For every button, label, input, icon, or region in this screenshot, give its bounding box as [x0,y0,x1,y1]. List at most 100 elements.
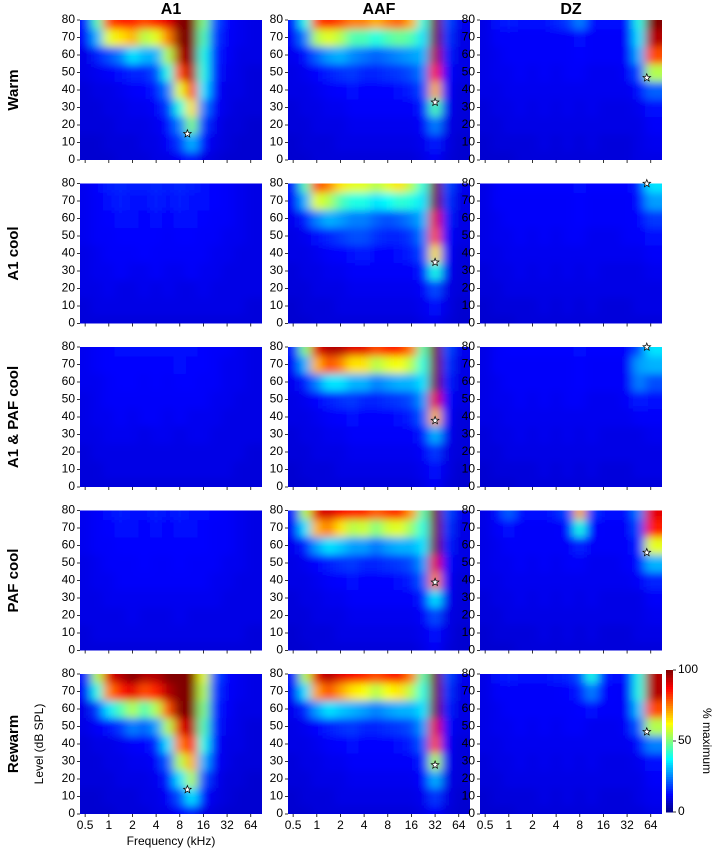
heatmap-cell [299,116,312,135]
y-tick-label: 80 [62,176,76,190]
heatmap-cell [150,770,163,789]
heatmap-cell [334,606,347,625]
heatmap-cell [480,183,492,193]
heatmap-cell [80,554,92,573]
heatmap-cell [221,787,234,806]
heatmap-cell [288,133,300,152]
heatmap-cell [244,682,262,701]
heatmap-cell [91,425,104,444]
heatmap-cell [393,752,406,771]
y-tick-label: 10 [270,298,284,312]
heatmap-cell [185,63,198,82]
heatmap-cell [102,425,116,444]
heatmap-cell [609,244,622,263]
heatmap-cell [80,589,92,608]
heatmap-cell [91,805,104,814]
heatmap-cell [585,390,598,409]
y-tick-label: 60 [270,538,284,552]
y-tick-label: 50 [462,228,476,242]
heatmap [288,20,470,160]
heatmap-cell [334,674,347,684]
heatmap-cell [80,805,92,814]
y-tick-label: 60 [62,47,76,61]
heatmap-cell [138,700,151,719]
y-tick-label: 40 [62,82,76,96]
y-tick-label: 20 [270,281,284,295]
x-tick-label: 16 [597,818,611,832]
heatmap-cell [370,460,383,479]
heatmap-cell [114,151,127,160]
heatmap-cell [597,510,610,520]
heatmap-cell [491,425,504,444]
heatmap-cell [538,682,551,701]
heatmap-cell [288,682,300,701]
heatmap-cell [538,373,551,392]
heatmap-cell [221,314,234,324]
heatmap-cell [491,519,504,538]
heatmap-cell [491,408,504,427]
heatmap-cell [358,510,371,520]
heatmap-cell [358,554,371,573]
heatmap-cell [644,297,662,316]
heatmap-cell [405,536,418,555]
heatmap-cell [491,279,504,298]
heatmap-cell [417,227,430,246]
heatmap-cell [150,460,163,479]
heatmap-cell [491,355,504,374]
heatmap-cell [173,700,187,719]
heatmap-cell [585,183,598,193]
heatmap-cell [358,571,371,590]
heatmap-cell [358,443,371,462]
heatmap-cell [346,133,359,152]
heatmap-cell [441,244,454,263]
heatmap-cell [173,606,187,625]
heatmap-cell [358,63,371,82]
heatmap-cell [441,297,454,316]
heatmap-cell [288,770,300,789]
heatmap-cell [633,425,646,444]
heatmap-cell [573,81,587,100]
heatmap-cell [162,408,175,427]
y-tick-label: 30 [462,590,476,604]
heatmap-cell [597,183,610,193]
panel [480,183,662,324]
heatmap-cell [209,297,222,316]
heatmap-cell [288,209,300,228]
heatmap-cell [381,133,395,152]
heatmap-cell [609,425,622,444]
heatmap-cell [162,46,175,65]
heatmap-cell [185,606,198,625]
heatmap-cell [197,192,210,211]
heatmap-cell [185,536,198,555]
heatmap-cell [381,46,395,65]
heatmap-cell [526,805,539,814]
heatmap-cell [346,478,359,487]
heatmap-cell [491,297,504,316]
heatmap-cell [299,279,312,298]
heatmap-cell [185,443,198,462]
heatmap-cell [538,770,551,789]
heatmap-cell [126,297,139,316]
heatmap-cell [514,227,527,246]
heatmap-cell [417,63,430,82]
heatmap-cell [585,510,598,520]
heatmap-cell [538,478,551,487]
heatmap-cell [197,390,210,409]
y-tick-label: 10 [62,462,76,476]
heatmap-cell [452,425,470,444]
heatmap-cell [609,589,622,608]
heatmap-cell [244,98,262,117]
heatmap-cell [452,373,470,392]
heatmap-cell [597,460,610,479]
heatmap-cell [244,279,262,298]
heatmap-cell [114,297,127,316]
heatmap-cell [322,641,335,651]
heatmap-cell [233,717,246,736]
heatmap-cell [310,28,324,47]
heatmap-cell [585,674,598,684]
heatmap-cell [346,805,359,814]
y-tick-label: 0 [276,479,283,493]
heatmap-cell [173,717,187,736]
heatmap-cell [491,98,504,117]
heatmap-cell [597,606,610,625]
